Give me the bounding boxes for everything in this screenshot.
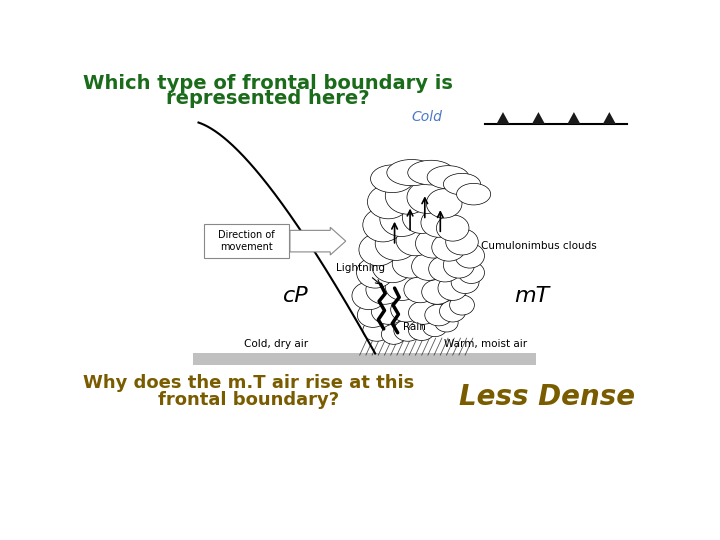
Ellipse shape xyxy=(372,298,405,325)
Ellipse shape xyxy=(412,253,446,280)
FancyBboxPatch shape xyxy=(204,224,289,258)
Ellipse shape xyxy=(423,316,447,336)
Ellipse shape xyxy=(356,257,394,288)
FancyArrow shape xyxy=(290,227,346,255)
Text: Cold: Cold xyxy=(412,110,443,124)
Ellipse shape xyxy=(408,301,438,325)
Ellipse shape xyxy=(387,159,436,186)
Ellipse shape xyxy=(436,215,469,241)
Polygon shape xyxy=(532,112,545,124)
Text: Cumulonimbus clouds: Cumulonimbus clouds xyxy=(482,241,597,251)
Text: Why does the m.T air rise at this: Why does the m.T air rise at this xyxy=(84,374,415,393)
Ellipse shape xyxy=(404,276,436,303)
Ellipse shape xyxy=(422,280,453,304)
Ellipse shape xyxy=(391,298,422,322)
Ellipse shape xyxy=(425,304,453,326)
Ellipse shape xyxy=(446,229,478,255)
Ellipse shape xyxy=(444,173,481,195)
Ellipse shape xyxy=(458,262,485,284)
Ellipse shape xyxy=(438,276,467,300)
Text: represented here?: represented here? xyxy=(166,90,370,109)
Ellipse shape xyxy=(421,208,456,237)
Ellipse shape xyxy=(427,166,469,189)
Ellipse shape xyxy=(352,282,386,309)
Ellipse shape xyxy=(375,226,417,260)
Polygon shape xyxy=(496,112,510,124)
Ellipse shape xyxy=(439,300,466,322)
Text: mT: mT xyxy=(514,286,549,306)
Ellipse shape xyxy=(382,325,406,345)
Ellipse shape xyxy=(363,320,391,341)
Ellipse shape xyxy=(394,320,422,341)
Ellipse shape xyxy=(455,244,485,268)
Ellipse shape xyxy=(385,177,431,214)
Ellipse shape xyxy=(357,303,388,327)
Ellipse shape xyxy=(408,320,435,340)
Ellipse shape xyxy=(451,271,479,294)
Text: Rain: Rain xyxy=(402,322,426,332)
Text: Lightning: Lightning xyxy=(336,263,385,284)
Text: frontal boundary?: frontal boundary? xyxy=(158,392,339,409)
Ellipse shape xyxy=(396,225,435,256)
Text: Less Dense: Less Dense xyxy=(459,383,635,411)
Text: cP: cP xyxy=(282,286,308,306)
Ellipse shape xyxy=(366,275,403,304)
Text: Direction of
movement: Direction of movement xyxy=(218,231,275,252)
Ellipse shape xyxy=(415,229,451,258)
Ellipse shape xyxy=(426,189,462,218)
Ellipse shape xyxy=(456,184,490,205)
Ellipse shape xyxy=(363,208,403,242)
Ellipse shape xyxy=(359,233,397,266)
Bar xyxy=(193,353,536,365)
Ellipse shape xyxy=(392,249,429,278)
Ellipse shape xyxy=(367,185,409,219)
Ellipse shape xyxy=(432,233,466,261)
Ellipse shape xyxy=(385,273,419,300)
Text: Warm, moist air: Warm, moist air xyxy=(444,339,527,348)
Text: Which type of frontal boundary is: Which type of frontal boundary is xyxy=(84,74,453,93)
Ellipse shape xyxy=(372,251,413,283)
Polygon shape xyxy=(567,112,580,124)
Polygon shape xyxy=(603,112,616,124)
Ellipse shape xyxy=(371,165,414,193)
Ellipse shape xyxy=(380,201,423,237)
Ellipse shape xyxy=(407,181,447,213)
Ellipse shape xyxy=(435,314,458,332)
Ellipse shape xyxy=(402,201,441,233)
Ellipse shape xyxy=(449,295,474,315)
Ellipse shape xyxy=(408,160,454,185)
Ellipse shape xyxy=(444,252,474,278)
Text: Cold, dry air: Cold, dry air xyxy=(244,339,308,348)
Ellipse shape xyxy=(428,256,462,282)
